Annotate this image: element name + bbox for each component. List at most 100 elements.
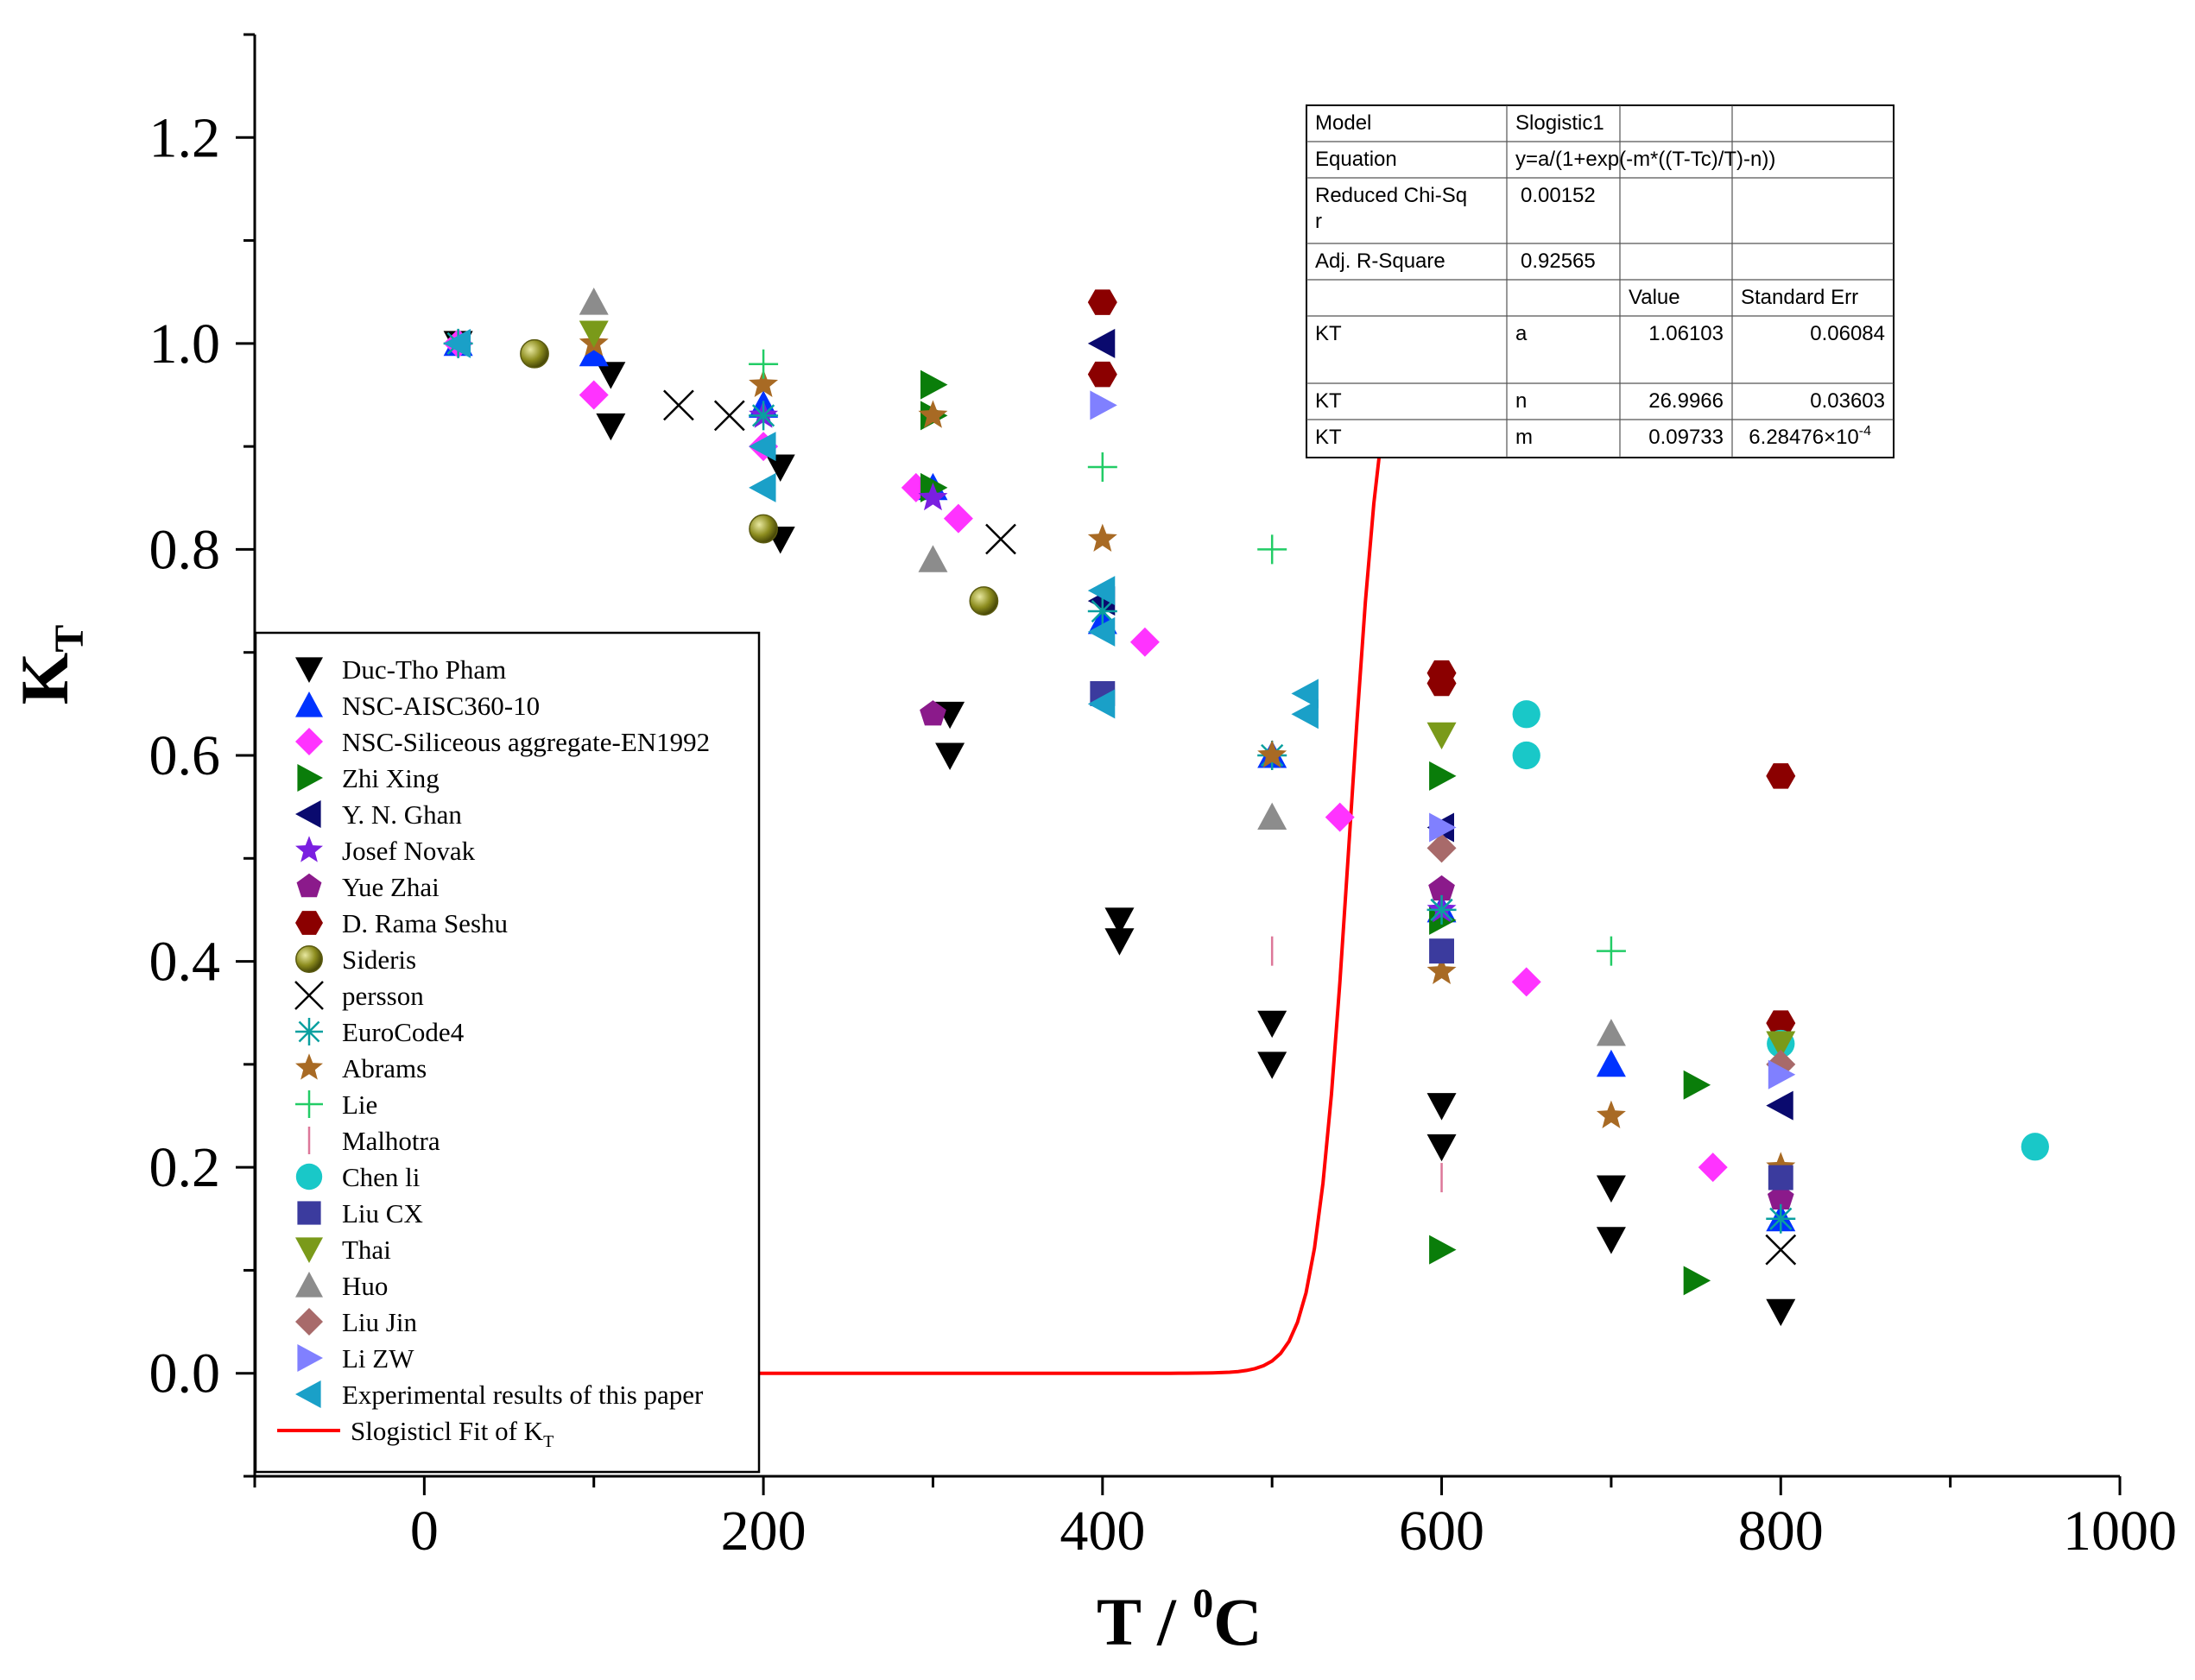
- data-point: [749, 514, 778, 544]
- legend-marker: [295, 945, 323, 973]
- data-point: [1766, 1090, 1793, 1121]
- series-thai: [579, 320, 1796, 1058]
- legend-item: Lie: [295, 1089, 377, 1120]
- data-point: [1766, 1298, 1796, 1327]
- data-point: [1596, 1049, 1626, 1077]
- data-point: [579, 380, 609, 410]
- x-axis-title-sup: 0: [1192, 1581, 1213, 1626]
- legend-label: Experimental results of this paper: [342, 1380, 704, 1410]
- data-point: [1429, 1235, 1457, 1265]
- data-point: [1087, 452, 1117, 482]
- legend-label: Yue Zhai: [342, 872, 440, 902]
- legend-marker: [295, 657, 323, 683]
- data-point: [1087, 597, 1117, 626]
- legend-item: Experimental results of this paper: [295, 1380, 704, 1410]
- data-point: [1426, 894, 1457, 925]
- table-cell: KT: [1315, 322, 1342, 345]
- table-exp-sup: -4: [1859, 424, 1871, 439]
- data-point: [1428, 875, 1455, 901]
- data-point: [1104, 907, 1135, 935]
- legend-item: Josef Novak: [295, 836, 476, 866]
- legend: Duc-Tho Pham NSC-AISC360-10 NSC-Siliceous …: [254, 631, 761, 1474]
- y-axis-title-main: K: [7, 652, 82, 704]
- data-point: [1429, 938, 1454, 964]
- legend-item: Duc-Tho Pham: [295, 654, 506, 685]
- table-cell: Reduced Chi-Sq: [1315, 184, 1467, 207]
- x-tick-label: 200: [721, 1500, 807, 1563]
- data-point: [749, 369, 779, 398]
- legend-box: [254, 631, 761, 1474]
- legend-item: EuroCode4: [295, 1017, 465, 1047]
- legend-label: Liu Jin: [342, 1307, 417, 1337]
- legend-label: Abrams: [342, 1053, 427, 1083]
- table-cell: Value: [1629, 286, 1680, 309]
- legend-item: Thai: [295, 1235, 391, 1265]
- legend-marker: [295, 1380, 321, 1408]
- data-point: [969, 586, 999, 616]
- data-point: [920, 369, 948, 400]
- data-point: [920, 700, 946, 726]
- x-tick-label: 600: [1399, 1500, 1484, 1563]
- data-point: [1766, 1203, 1796, 1234]
- legend-label: persson: [342, 981, 424, 1011]
- x-axis-title-tail: C: [1213, 1584, 1262, 1659]
- data-point: [1426, 722, 1457, 750]
- legend-label: EuroCode4: [342, 1017, 465, 1047]
- data-point: [1257, 1010, 1287, 1039]
- table-cell: 6.28476×10-4: [1749, 424, 1871, 449]
- legend-label: Liu CX: [342, 1198, 423, 1228]
- legend-marker: [297, 764, 323, 792]
- data-point: [1511, 967, 1541, 997]
- data-point: [579, 320, 609, 348]
- legend-marker: [297, 1201, 321, 1225]
- legend-label: Y. N. Ghan: [342, 799, 462, 830]
- legend-marker: [295, 1018, 323, 1045]
- data-point: [943, 503, 973, 534]
- data-point: [1766, 1010, 1796, 1036]
- legend-item: Malhotra: [307, 1126, 440, 1156]
- data-point: [1766, 1031, 1796, 1058]
- data-point: [1087, 523, 1117, 552]
- legend-label: Li ZW: [342, 1343, 414, 1374]
- legend-item: persson: [294, 981, 424, 1011]
- data-point: [1129, 627, 1160, 657]
- data-point: [1429, 812, 1457, 843]
- legend-marker: [295, 1090, 323, 1118]
- table-border: [1306, 104, 1895, 458]
- data-point: [1429, 761, 1457, 791]
- table-cell: Standard Err: [1741, 286, 1858, 309]
- legend-marker: [295, 1237, 323, 1263]
- table-cell: 0.03603: [1810, 389, 1885, 413]
- legend-label: NSC-Siliceous aggregate-EN1992: [342, 727, 710, 757]
- legend-label: Slogisticl Fit of KT: [351, 1416, 553, 1451]
- data-point: [1596, 1175, 1626, 1203]
- legend-marker: [295, 1053, 323, 1080]
- stats-table: Model Slogistic1 Equation y=a/(1+exp(-m*((T…: [1306, 104, 1895, 458]
- table-cell: 0.06084: [1810, 322, 1885, 345]
- data-point: [765, 454, 795, 482]
- data-point: [1257, 740, 1287, 768]
- x-tick-label: 0: [410, 1500, 439, 1563]
- x-axis-title: T / 0C: [1097, 1581, 1262, 1659]
- x-tick-label: 800: [1738, 1500, 1824, 1563]
- legend-label: Thai: [342, 1235, 391, 1265]
- y-tick-label: 0.4: [149, 931, 221, 994]
- table-cell: KT: [1315, 426, 1342, 449]
- data-point: [579, 287, 609, 315]
- data-point: [663, 389, 694, 421]
- data-point: [1257, 1052, 1287, 1079]
- series-malhotra: [1270, 936, 1443, 1193]
- legend-label: Chen li: [342, 1162, 421, 1192]
- data-point: [443, 328, 471, 358]
- y-tick-label: 0.0: [149, 1342, 221, 1405]
- legend-item: Huo: [295, 1271, 388, 1301]
- series-li-zw: [1090, 390, 1796, 1089]
- table-cell: y=a/(1+exp(-m*((T-Tc)/T)-n)): [1515, 148, 1775, 171]
- legend-marker: [294, 981, 324, 1010]
- data-point: [2021, 1133, 2049, 1161]
- data-point: [1596, 1019, 1626, 1046]
- axis-titles: T / 0C KT: [7, 625, 1262, 1659]
- legend-item: NSC-Siliceous aggregate-EN1992: [295, 727, 710, 757]
- series-persson: [663, 389, 1797, 1266]
- y-tick-label: 1.2: [149, 106, 221, 169]
